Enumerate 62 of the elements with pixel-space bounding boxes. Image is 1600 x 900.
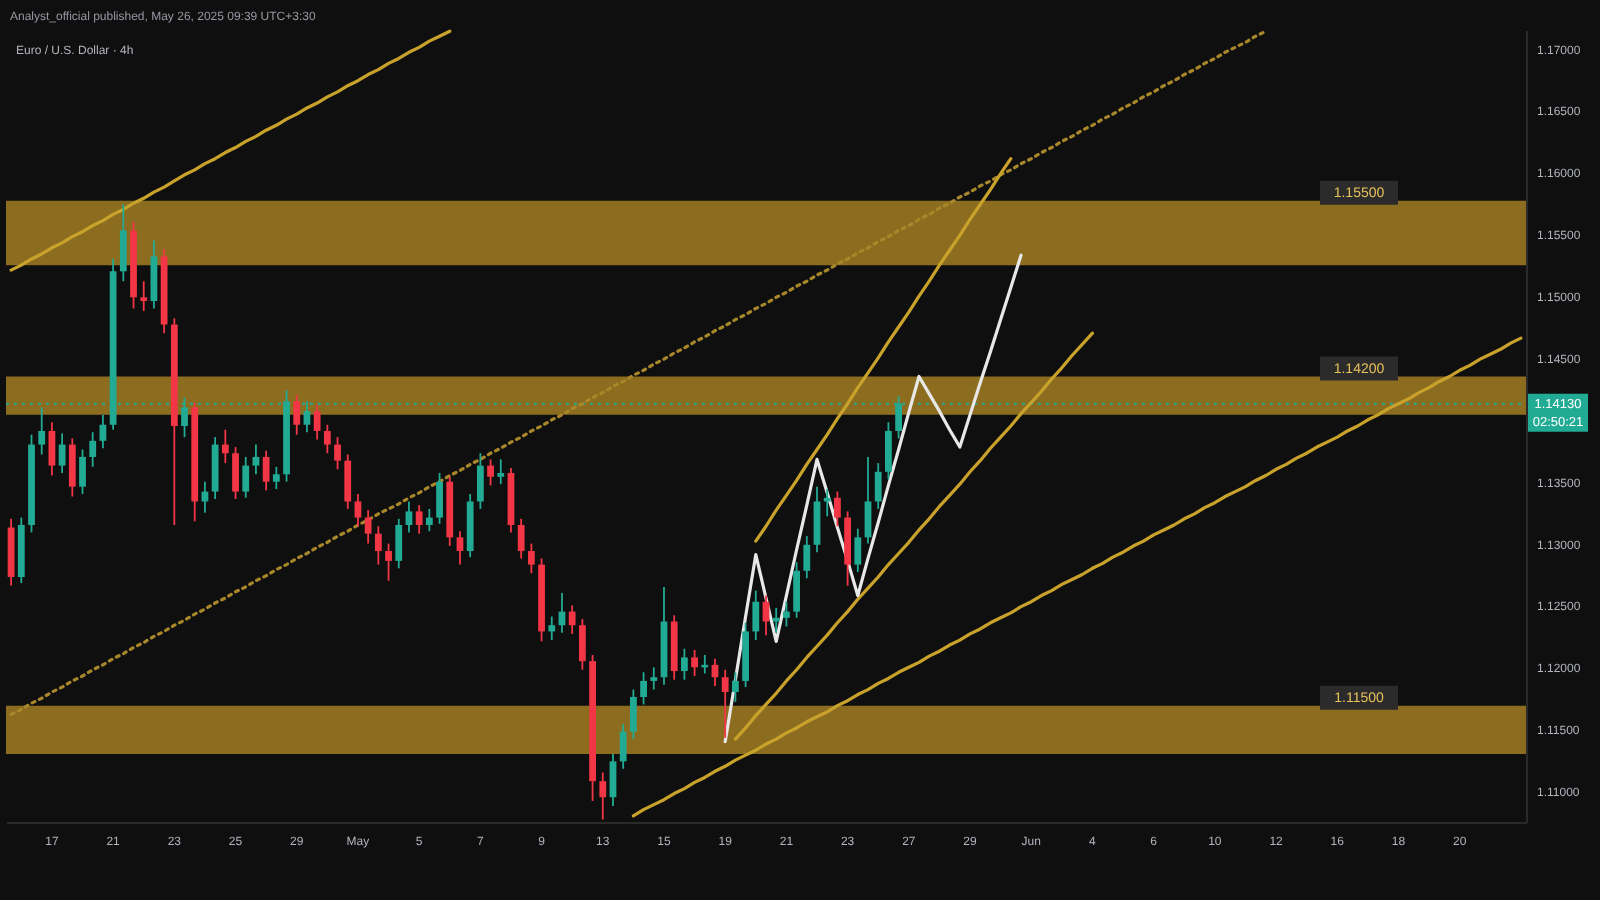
candlestick — [721, 668, 729, 739]
candlestick — [272, 465, 280, 491]
candlestick — [599, 771, 607, 821]
candlestick — [232, 446, 239, 500]
candlestick — [680, 647, 688, 681]
candlestick — [354, 493, 362, 528]
candlestick — [578, 618, 586, 671]
candlestick — [293, 394, 301, 436]
candlestick — [334, 436, 341, 471]
candlestick — [885, 421, 892, 481]
candlestick — [650, 666, 658, 691]
candlestick — [436, 472, 443, 525]
candlestick — [844, 510, 852, 587]
line-series — [631, 336, 1523, 818]
candlestick — [783, 600, 790, 628]
line-series — [9, 29, 1268, 716]
line-series — [733, 331, 1095, 741]
candlestick — [79, 448, 86, 495]
candlestick — [405, 500, 413, 534]
candlestick — [476, 452, 484, 510]
candlestick — [89, 431, 97, 468]
candlestick — [517, 517, 525, 560]
line-series — [723, 253, 1023, 744]
candlestick — [262, 449, 270, 492]
line-series — [754, 157, 1013, 543]
candlestick — [211, 436, 219, 500]
line-series — [9, 29, 452, 272]
candlestick — [629, 688, 637, 740]
candlestick — [323, 423, 331, 455]
candlestick — [68, 437, 76, 498]
candlestick — [242, 456, 250, 499]
candlestick — [834, 490, 841, 528]
candlestick — [415, 504, 423, 535]
candlestick — [313, 404, 321, 441]
candlestick — [385, 542, 392, 582]
candlestick — [772, 607, 780, 634]
candlestick — [732, 671, 739, 703]
candlestick — [548, 615, 556, 641]
candlestick — [252, 443, 260, 476]
candlestick — [854, 527, 862, 573]
candlestick — [425, 508, 433, 533]
candlestick — [364, 509, 372, 545]
candlestick — [395, 517, 403, 570]
candlestick — [119, 203, 127, 283]
candlestick — [344, 453, 352, 510]
candlestick — [58, 432, 66, 474]
candlestick — [456, 530, 464, 566]
candlestick — [803, 535, 811, 580]
candlestick — [38, 406, 46, 456]
candlestick — [640, 671, 647, 706]
candlestick — [619, 723, 627, 770]
candlestick — [568, 604, 576, 635]
candlestick — [497, 458, 505, 486]
candlestick — [221, 428, 229, 465]
candlestick — [752, 589, 760, 641]
candlestick — [691, 649, 698, 677]
candlestick — [527, 542, 535, 575]
candlestick — [140, 280, 148, 312]
candlestick — [874, 462, 882, 510]
candlestick — [487, 458, 494, 487]
candlestick — [374, 525, 382, 566]
candlestick — [793, 561, 800, 619]
